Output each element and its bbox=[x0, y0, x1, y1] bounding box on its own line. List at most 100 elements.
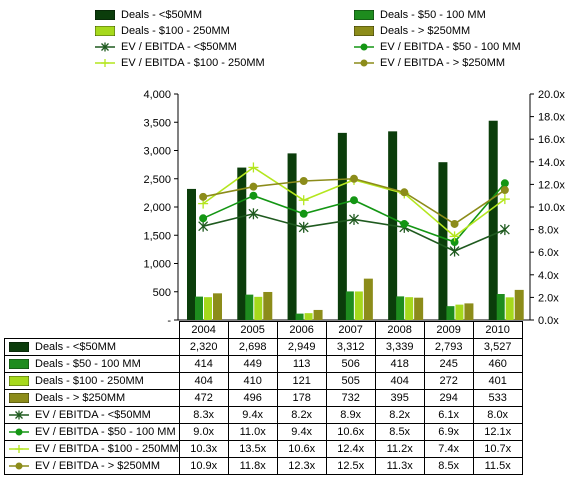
row-series-name: EV / EBITDA - $50 - 100 MM bbox=[35, 426, 176, 438]
row-series-label: Deals - <$50MM bbox=[4, 338, 180, 356]
data-label: 11.2x bbox=[374, 440, 425, 458]
line-marker-2-2005 bbox=[248, 162, 259, 173]
bar-3-2007 bbox=[363, 278, 373, 320]
row-series-label: Deals - $100 - 250MM bbox=[4, 372, 180, 390]
legend-key-line-icon bbox=[9, 444, 29, 454]
data-label: 2,320 bbox=[178, 338, 229, 356]
bar-0-2010 bbox=[488, 120, 498, 320]
legend-line-icon bbox=[95, 58, 115, 68]
data-label: 404 bbox=[374, 372, 425, 390]
table-corner bbox=[5, 322, 180, 339]
bar-0-2004 bbox=[187, 188, 196, 320]
legend-label: EV / EBITDA - $100 - 250MM bbox=[121, 57, 265, 69]
right-tick-label: 12.0x bbox=[538, 179, 565, 191]
row-series-name: EV / EBITDA - $100 - 250MM bbox=[35, 443, 179, 455]
right-tick-label: 10.0x bbox=[538, 202, 565, 214]
line-marker-2-2009 bbox=[449, 231, 460, 242]
bar-1-2010 bbox=[496, 294, 505, 320]
line-marker-3-2007 bbox=[350, 174, 358, 183]
row-series-label: Deals - > $250MM bbox=[4, 389, 180, 407]
data-label: 472 bbox=[178, 389, 229, 407]
bar-1-2009 bbox=[446, 306, 455, 320]
bar-0-2009 bbox=[438, 162, 448, 320]
row-series-name: EV / EBITDA - <$50MM bbox=[35, 409, 151, 421]
bar-3-2006 bbox=[313, 309, 323, 320]
line-marker-0-2004 bbox=[198, 220, 209, 232]
x-tick-label: 2006 bbox=[276, 321, 327, 339]
legend-key-line-icon bbox=[9, 461, 29, 471]
data-label: 3,339 bbox=[374, 338, 425, 356]
legend-marker bbox=[15, 410, 23, 420]
row-series-label: EV / EBITDA - <$50MM bbox=[4, 406, 180, 424]
data-label: 12.3x bbox=[276, 457, 327, 475]
right-tick-label: 0.0x bbox=[538, 315, 559, 327]
data-label: 272 bbox=[423, 372, 474, 390]
legend-key-swatch bbox=[9, 376, 29, 387]
data-label: 13.5x bbox=[227, 440, 278, 458]
x-tick-label: 2007 bbox=[325, 321, 376, 339]
line-marker-3-2008 bbox=[400, 188, 409, 197]
data-label: 10.6x bbox=[276, 440, 327, 458]
left-tick-label: 1,500 bbox=[143, 230, 171, 242]
row-series-name: Deals - > $250MM bbox=[35, 392, 126, 404]
line-marker-1-2007 bbox=[350, 196, 358, 205]
data-label: 449 bbox=[227, 355, 278, 373]
line-marker-3-2004 bbox=[199, 192, 208, 201]
table-row: EV / EBITDA - <$50MM 8.3x 9.4x 8.2x 8.9x 8.2x… bbox=[4, 406, 523, 424]
bar-0-2007 bbox=[337, 132, 347, 320]
legend-item: Deals - <$50MM bbox=[95, 7, 202, 23]
bar-2-2009 bbox=[455, 304, 464, 320]
legend-item: EV / EBITDA - $50 - 100 MM bbox=[354, 39, 521, 55]
data-label: 11.3x bbox=[374, 457, 425, 475]
data-table: 2004 2005 2006 2007 2008 2009 2010 Deals - <$50… bbox=[4, 321, 523, 475]
line-marker-0-2007 bbox=[349, 213, 359, 225]
legend-line-icon bbox=[95, 42, 115, 52]
legend-label: Deals - $50 - 100 MM bbox=[380, 9, 486, 21]
legend-item: Deals - $100 - 250MM bbox=[95, 23, 230, 39]
bar-2-2004 bbox=[204, 297, 212, 320]
chart-legend: Deals - <$50MM Deals - $50 - 100 MM Deals … bbox=[0, 0, 569, 80]
legend-marker bbox=[360, 59, 368, 67]
row-series-label: EV / EBITDA - $100 - 250MM bbox=[4, 440, 180, 458]
right-tick-label: 20.0x bbox=[538, 89, 565, 101]
right-tick-label: 2.0x bbox=[538, 292, 559, 304]
left-tick-label: 2,500 bbox=[143, 174, 171, 186]
line-marker-3-2010 bbox=[500, 186, 509, 195]
legend-label: Deals - <$50MM bbox=[121, 9, 203, 21]
legend-swatch bbox=[354, 10, 374, 20]
data-label: 10.7x bbox=[472, 440, 523, 458]
data-label: 10.3x bbox=[178, 440, 229, 458]
legend-key-line-icon bbox=[9, 410, 29, 420]
line-marker-0-2006 bbox=[298, 221, 309, 233]
line-marker-1-2010 bbox=[500, 179, 509, 188]
bar-2-2007 bbox=[354, 291, 363, 320]
legend-item: Deals - > $250MM bbox=[354, 23, 470, 39]
table-row: EV / EBITDA - $100 - 250MM 10.3x 13.5x 10.6… bbox=[4, 440, 523, 458]
data-label: 505 bbox=[325, 372, 376, 390]
line-marker-1-2005 bbox=[249, 191, 258, 200]
legend-key-swatch bbox=[9, 342, 29, 353]
legend-item: Deals - $50 - 100 MM bbox=[354, 7, 486, 23]
legend-label: EV / EBITDA - <$50MM bbox=[121, 41, 237, 53]
line-marker-0-2009 bbox=[449, 245, 460, 257]
data-label: 2,698 bbox=[227, 338, 278, 356]
right-tick-label: 16.0x bbox=[538, 134, 565, 146]
data-label: 10.9x bbox=[178, 457, 229, 475]
data-label: 410 bbox=[227, 372, 278, 390]
legend-label: EV / EBITDA - $50 - 100 MM bbox=[380, 41, 521, 53]
legend-item: EV / EBITDA - $100 - 250MM bbox=[95, 55, 265, 71]
bar-3-2009 bbox=[464, 303, 474, 320]
legend-swatch bbox=[354, 26, 374, 36]
row-series-name: Deals - <$50MM bbox=[35, 341, 117, 353]
line-marker-2-2010 bbox=[499, 194, 510, 205]
line-marker-2-2006 bbox=[298, 195, 309, 206]
line-marker-3-2005 bbox=[249, 182, 258, 191]
bar-2-2008 bbox=[405, 297, 414, 320]
line-marker-3-2009 bbox=[450, 219, 459, 228]
legend-marker bbox=[101, 42, 109, 52]
legend-swatch bbox=[95, 26, 115, 36]
data-label: 245 bbox=[423, 355, 474, 373]
data-label: 12.5x bbox=[325, 457, 376, 475]
data-label: 395 bbox=[374, 389, 425, 407]
row-series-label: EV / EBITDA - $50 - 100 MM bbox=[4, 423, 180, 441]
